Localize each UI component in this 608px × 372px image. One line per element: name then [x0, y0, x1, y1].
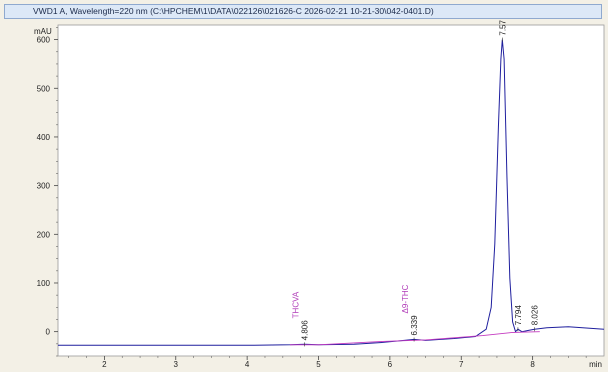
x-tick-label: 4: [245, 360, 250, 369]
chromatogram-chart: 0 100 200 300 400 500 600 2 3 4 5 6 7 8 mAU min 4.806TH…: [34, 20, 605, 369]
peak-rt-label: 7.575: [498, 20, 507, 36]
y-tick-label: 600: [37, 36, 51, 45]
peak-rt-label: 4.806: [301, 320, 310, 341]
peak-compound-label: THCVA: [292, 291, 301, 318]
y-tick-label: 0: [46, 328, 51, 337]
plot-area: 0 100 200 300 400 500 600 2 3 4 5 6 7 8 mAU min 4.806 TH…: [0, 20, 608, 372]
x-tick-label: 5: [316, 360, 321, 369]
x-tick-label: 7: [459, 360, 464, 369]
y-tick-label: 200: [37, 230, 51, 239]
y-tick-label: 300: [37, 182, 51, 191]
peak-compound-label: Δ9-THC: [401, 284, 410, 313]
peak-rt-label: 8.026: [530, 305, 539, 326]
baseline-trace: [290, 331, 540, 346]
y-axis-label: mAU: [34, 27, 52, 36]
x-tick-label: 2: [102, 360, 107, 369]
y-tick-label: 100: [37, 279, 51, 288]
plot-background: [57, 24, 605, 357]
x-tick-label: 8: [530, 360, 535, 369]
signal-title: VWD1 A, Wavelength=220 nm (C:\HPCHEM\1\D…: [4, 4, 602, 19]
x-axis-label: min: [589, 360, 602, 369]
peak-rt-label: 7.794: [514, 305, 523, 326]
axes: 0 100 200 300 400 500 600 2 3 4 5 6 7 8 mAU min: [34, 27, 602, 369]
peak-rt-label: 6.339: [410, 315, 419, 336]
traces: [58, 39, 605, 346]
y-tick-label: 500: [37, 84, 51, 93]
x-tick-label: 6: [388, 360, 393, 369]
y-tick-label: 400: [37, 133, 51, 142]
x-tick-label: 3: [174, 360, 179, 369]
